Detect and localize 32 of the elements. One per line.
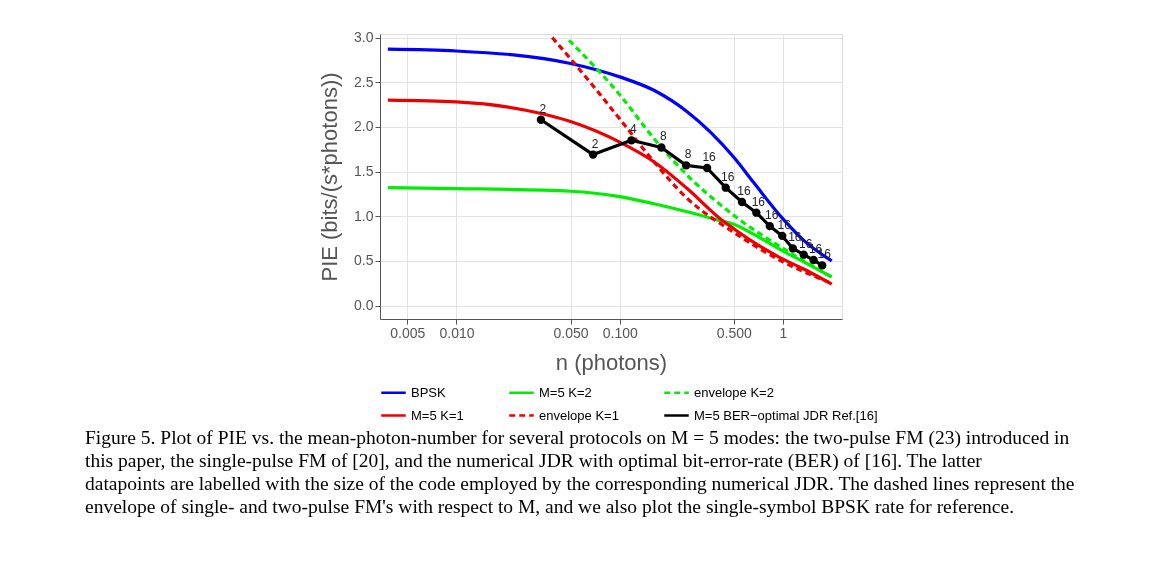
y-tick-label: 2.0 bbox=[354, 118, 374, 135]
annotation: 16 bbox=[788, 230, 802, 245]
legend-label: envelope K=1 bbox=[539, 407, 619, 423]
y-tick-label: 0.5 bbox=[354, 252, 374, 269]
caption: Figure 5. Plot of PIE vs. the mean-photon-number for several protocols on M = 5 modes: the two-pulse FM (23) introduced in this paper, the single-pulse FM of [20], and the numerical JDR with optimal bit-error-rate (BER) of [16]. The latter datapoints are labelled with the size of the code employed by the corresponding numerical JDR. The dashed lines represent the envelope of single- and two-pulse FM's with respect to M, and we also plot the single-symbol BPSK rate for reference. bbox=[85, 427, 1075, 517]
y-tick-label: 3.0 bbox=[354, 29, 374, 46]
x-axis-title: n (photons) bbox=[555, 349, 668, 375]
legend-label: envelope K=2 bbox=[694, 384, 774, 400]
y-tick-label: 2.5 bbox=[354, 73, 374, 90]
legend-label: BPSK bbox=[411, 384, 447, 400]
y-axis-title: PIE (bits/(s*photons)) bbox=[317, 72, 343, 282]
annotation: 8 bbox=[660, 129, 668, 144]
annotation: 16 bbox=[721, 169, 735, 184]
annotation: 16 bbox=[751, 194, 766, 209]
annotation: 2 bbox=[591, 136, 599, 151]
legend-label: M=5 K=2 bbox=[539, 384, 592, 400]
y-tick-label: 1.0 bbox=[354, 207, 374, 224]
x-tick-label: 1 bbox=[779, 324, 788, 341]
annotation: 16 bbox=[737, 183, 751, 198]
x-tick-label: 0.005 bbox=[390, 324, 426, 341]
x-tick-label: 0.500 bbox=[716, 324, 753, 341]
x-tick-label: 0.010 bbox=[439, 324, 475, 341]
annotation: 8 bbox=[684, 147, 692, 162]
annotation: 4 bbox=[630, 122, 638, 137]
x-tick-label: 0.050 bbox=[553, 324, 589, 341]
legend-label: M=5 K=1 bbox=[411, 407, 464, 423]
x-tick-label: 0.100 bbox=[602, 324, 638, 341]
y-tick-label: 0.0 bbox=[354, 297, 374, 314]
annotation: 16 bbox=[765, 208, 779, 223]
annotation: 16 bbox=[702, 150, 717, 165]
y-tick-label: 1.5 bbox=[354, 163, 374, 180]
legend-label: M=5 BER−optimal JDR Ref.[16] bbox=[694, 407, 878, 423]
